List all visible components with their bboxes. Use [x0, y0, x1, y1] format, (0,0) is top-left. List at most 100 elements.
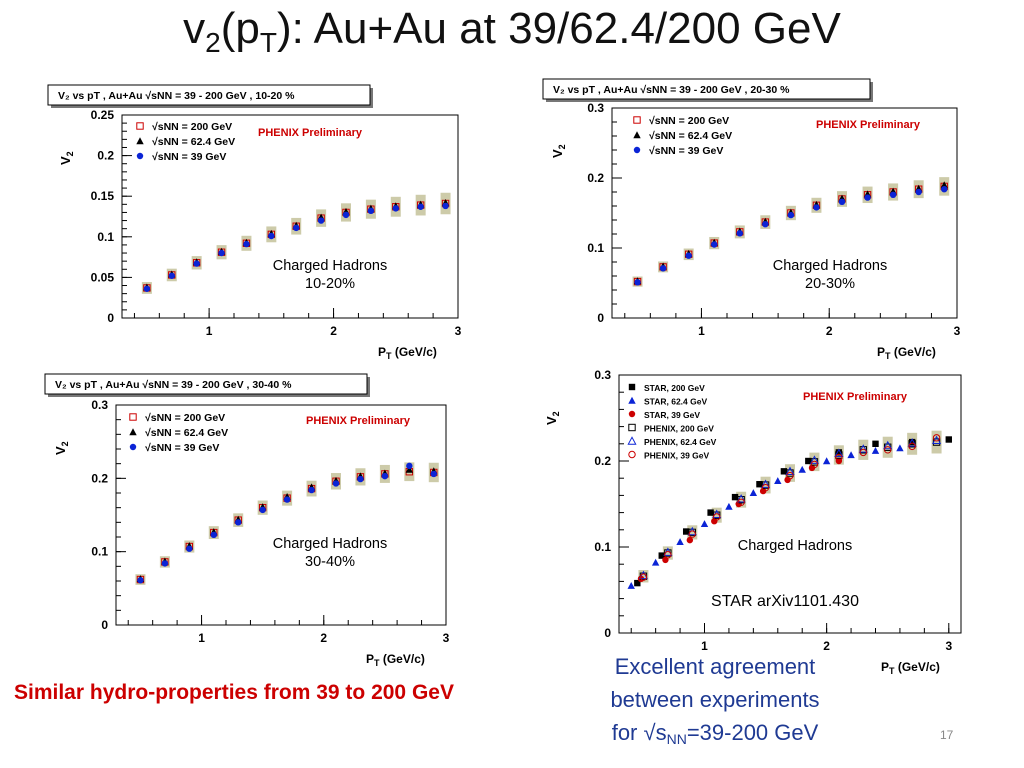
legend-label: PHENIX, 39 GeV: [644, 451, 710, 461]
x-tick-label: 2: [826, 324, 833, 338]
data-point: [210, 531, 217, 538]
data-point: [737, 498, 745, 506]
x-tick-label: 2: [823, 639, 830, 653]
x-tick-label: 1: [698, 324, 705, 338]
plot-frame: [115, 404, 447, 626]
data-point: [686, 536, 694, 544]
systematic-band: [785, 464, 795, 482]
data-point: [808, 464, 816, 472]
data-point: [883, 440, 893, 450]
y-tick-label: 0.1: [91, 545, 108, 559]
star-reference-label: STAR arXiv1101.430: [711, 593, 859, 610]
data-point: [259, 506, 266, 514]
data-point: [664, 551, 672, 559]
systematic-band: [760, 476, 771, 494]
legend: √sNN = 200 GeV √sNN = 62.4 GeV √sNN = 39 G…: [129, 412, 228, 454]
banner-text: V₂ vs pT , Au+Au √sNN = 39 - 200 GeV , 3…: [55, 379, 292, 391]
legend-label: √sNN = 62.4 GeV: [152, 136, 235, 148]
chart-panel-20-30%: V₂ vs pT , Au+Au √sNN = 39 - 200 GeV , 2…: [542, 78, 961, 361]
y-tick-label: 0.1: [594, 540, 611, 554]
data-point: [810, 460, 819, 469]
data-point: [822, 457, 831, 465]
y-tick-label: 0.2: [91, 471, 108, 485]
phenix-preliminary-label: PHENIX Preliminary: [306, 415, 411, 427]
x-tick-label: 1: [701, 639, 708, 653]
data-point: [628, 383, 636, 391]
data-point: [235, 519, 242, 526]
y-axis-label: V2: [53, 441, 70, 455]
series: [143, 202, 449, 292]
data-point: [168, 272, 175, 279]
data-point: [847, 451, 855, 459]
data-point: [268, 232, 275, 240]
systematic-band: [662, 546, 673, 560]
data-point: [915, 188, 922, 196]
data-point: [406, 462, 413, 470]
slide-title: v2(pT): Au+Au at 39/62.4/200 GeV: [183, 4, 841, 58]
data-point: [908, 442, 916, 451]
data-point: [136, 152, 144, 160]
data-point: [859, 446, 867, 454]
phenix-preliminary-label: PHENIX Preliminary: [816, 119, 921, 131]
legend-label: STAR, 200 GeV: [644, 383, 705, 393]
data-point: [940, 181, 948, 189]
series: [627, 444, 904, 589]
systematic-band: [882, 436, 893, 458]
legend-label: √sNN = 39 GeV: [152, 151, 226, 163]
legend-label: √sNN = 62.4 GeV: [145, 427, 228, 439]
data-point: [392, 205, 399, 212]
data-point: [762, 221, 769, 228]
plot-frame: [611, 107, 958, 319]
banner-text: V₂ vs pT , Au+Au √sNN = 39 - 200 GeV , 1…: [58, 90, 295, 102]
data-point: [367, 207, 375, 215]
phenix-preliminary-label: PHENIX Preliminary: [803, 391, 908, 403]
data-point: [834, 448, 844, 457]
series: [638, 435, 942, 580]
systematic-band: [638, 570, 649, 583]
data-point: [658, 552, 665, 559]
data-point: [813, 204, 820, 211]
data-point: [685, 252, 692, 259]
y-tick-label: 0.25: [91, 108, 115, 122]
data-point: [638, 570, 648, 580]
y-tick-label: 0.2: [587, 171, 604, 185]
legend-label: PHENIX, 200 GeV: [644, 424, 714, 434]
data-point: [780, 468, 788, 475]
data-point: [884, 446, 892, 454]
data-point: [137, 577, 144, 584]
legend: √sNN = 200 GeV √sNN = 62.4 GeV √sNN = 39 G…: [136, 121, 235, 163]
agreement-text: Excellent agreement between experiments …: [570, 650, 860, 756]
legend-label: PHENIX, 62.4 GeV: [644, 437, 717, 447]
data-point: [908, 438, 916, 446]
x-tick-label: 3: [455, 324, 462, 338]
data-point: [651, 558, 660, 566]
banner-box: [47, 84, 371, 106]
data-point: [627, 582, 635, 589]
y-tick-label: 0.3: [91, 398, 108, 412]
y-tick-label: 0.1: [97, 230, 114, 244]
data-point: [786, 471, 794, 480]
data-point: [659, 265, 667, 272]
data-point: [835, 449, 843, 456]
banner-box: [542, 78, 871, 100]
data-point: [756, 481, 763, 488]
x-tick-label: 1: [206, 324, 213, 338]
phenix-preliminary-label: PHENIX Preliminary: [258, 127, 363, 139]
data-point: [736, 494, 746, 503]
data-point: [639, 573, 648, 581]
data-point: [357, 475, 364, 483]
systematic-band: [736, 491, 747, 508]
data-point: [908, 440, 916, 448]
data-point: [774, 477, 782, 484]
data-point: [907, 438, 917, 447]
annotation-text: Charged Hadrons: [738, 538, 852, 554]
data-point: [805, 457, 812, 465]
data-point: [713, 513, 721, 521]
data-point: [872, 440, 879, 447]
banner-box: [44, 373, 368, 395]
y-tick-label: 0.3: [594, 368, 611, 382]
legend: √sNN = 200 GeV √sNN = 62.4 GeV √sNN = 39 G…: [633, 115, 732, 157]
x-tick-label: 1: [198, 631, 205, 645]
data-point: [859, 448, 867, 457]
